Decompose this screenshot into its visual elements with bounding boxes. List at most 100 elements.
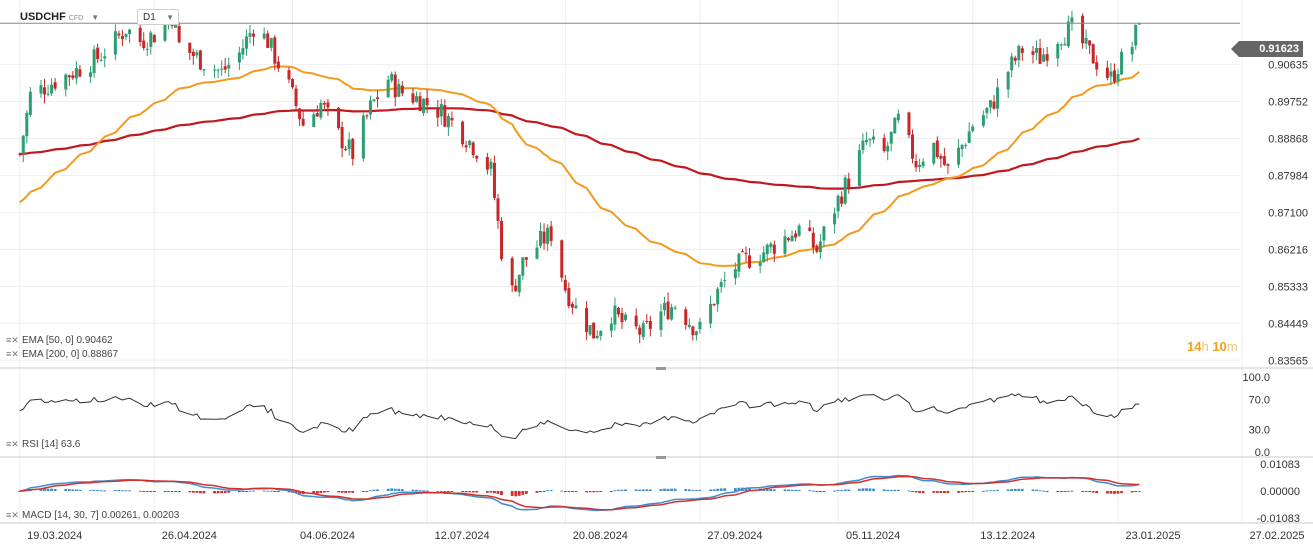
candle-body [361, 115, 365, 159]
macd-histogram-bar [769, 489, 773, 491]
macd-histogram-bar [53, 488, 57, 491]
timeframe-value: D1 [143, 12, 156, 23]
candle-body [446, 116, 450, 128]
macd-histogram-bar [142, 491, 146, 492]
macd-histogram-bar [787, 489, 790, 491]
panel-resize-handle[interactable] [656, 456, 666, 459]
macd-histogram-bar [585, 491, 588, 493]
macd-histogram-bar [326, 491, 330, 493]
macd-histogram-bar [673, 488, 677, 491]
settings-close-icon[interactable]: ≡✕ [6, 439, 19, 449]
timeframe-dropdown[interactable]: D1 ▼ [137, 9, 179, 25]
settings-close-icon[interactable]: ≡✕ [6, 335, 19, 345]
macd-histogram-bar [524, 491, 528, 494]
macd-histogram-bar [121, 490, 124, 492]
macd-histogram-bar [500, 491, 503, 495]
candle-body [864, 139, 868, 143]
candle-body [546, 227, 550, 244]
macd-histogram-bar [1006, 489, 1010, 491]
macd-histogram-bar [319, 491, 323, 494]
symbol-selector[interactable]: USDCHF CFD ▼ [20, 11, 99, 23]
macd-histogram-bar [840, 489, 844, 491]
macd-histogram-bar [252, 490, 255, 492]
macd-histogram-bar [138, 490, 142, 492]
macd-histogram-bar [932, 491, 936, 493]
candle-body [514, 285, 518, 292]
candle-body [818, 241, 822, 253]
macd-histogram-bar [337, 491, 340, 493]
macd-histogram-bar [857, 488, 861, 491]
candle-body [461, 121, 465, 145]
candle-body [319, 102, 323, 118]
symbol-name: USDCHF [20, 11, 66, 23]
macd-histogram-bar [298, 491, 301, 494]
rsi-tick-label: 0.0 [1255, 447, 1270, 459]
settings-close-icon[interactable]: ≡✕ [6, 349, 19, 359]
macd-tick-label: 0.01083 [1260, 459, 1300, 471]
candle-body [1134, 24, 1138, 46]
candle-body [368, 100, 372, 115]
macd-histogram-bar [386, 488, 390, 491]
candle-body [535, 247, 539, 259]
countdown-minutes: 10 [1212, 339, 1227, 354]
macd-histogram-bar [365, 491, 369, 492]
macd-histogram-bar [592, 491, 596, 493]
candle-body [468, 140, 472, 146]
candle-body [1112, 70, 1116, 82]
candle-body [808, 227, 812, 231]
candle-body [918, 164, 922, 168]
candle-body [882, 137, 886, 152]
candle-body [992, 101, 996, 109]
candle-body [1056, 43, 1060, 59]
macd-histogram-bar [783, 489, 787, 491]
candle-body [833, 213, 837, 225]
candle-body [985, 107, 989, 113]
macd-histogram-bar [323, 491, 326, 493]
macd-histogram-bar [351, 491, 355, 493]
candle-body [276, 61, 280, 69]
macd-histogram-bar [811, 490, 815, 492]
macd-histogram-bar [748, 488, 751, 491]
macd-histogram-bar [1013, 488, 1017, 491]
candle-body [397, 83, 401, 97]
candle-body [1017, 45, 1021, 61]
macd-histogram-bar [935, 491, 939, 493]
panel-resize-handle[interactable] [656, 367, 666, 370]
macd-histogram-bar [911, 491, 914, 492]
candle-body [886, 145, 890, 152]
macd-histogram-bar [893, 489, 897, 491]
candle-body [648, 320, 652, 329]
macd-histogram-bar [964, 491, 968, 493]
macd-histogram-bar [797, 489, 801, 491]
candle-body [195, 52, 199, 56]
macd-histogram-bar [698, 489, 702, 491]
macd-histogram-bar [546, 490, 549, 492]
settings-close-icon[interactable]: ≡✕ [6, 510, 19, 520]
candle-body [496, 198, 500, 221]
macd-histogram-bar [96, 490, 100, 492]
macd-histogram-bar [397, 488, 401, 491]
macd-histogram-bar [287, 491, 291, 493]
macd-histogram-bar [415, 489, 418, 491]
candle-body [769, 243, 773, 248]
countdown-hours-unit: h [1201, 339, 1209, 354]
legend-rsi[interactable]: ≡✕ RSI [14] 63.6 [6, 439, 80, 450]
macd-histogram-bar [174, 491, 177, 492]
candle-body [96, 47, 100, 60]
candle-body [1031, 51, 1035, 55]
candle-body [67, 75, 71, 78]
candle-body [517, 274, 521, 293]
candle-body [450, 117, 454, 121]
macd-histogram-bar [496, 491, 500, 494]
candle-body [301, 118, 305, 126]
legend-macd[interactable]: ≡✕ MACD [14, 30, 7] 0.00261, 0.00203 [6, 510, 179, 521]
macd-histogram-bar [450, 491, 454, 492]
candle-body [790, 235, 794, 242]
macd-histogram-bar [461, 491, 464, 493]
macd-histogram-bar [960, 491, 964, 493]
legend-ema50[interactable]: ≡✕ EMA [50, 0] 0.90462 [6, 335, 113, 346]
legend-ema200[interactable]: ≡✕ EMA [200, 0] 0.88867 [6, 349, 118, 360]
macd-histogram-bar [1120, 491, 1123, 494]
candle-body [43, 87, 47, 95]
